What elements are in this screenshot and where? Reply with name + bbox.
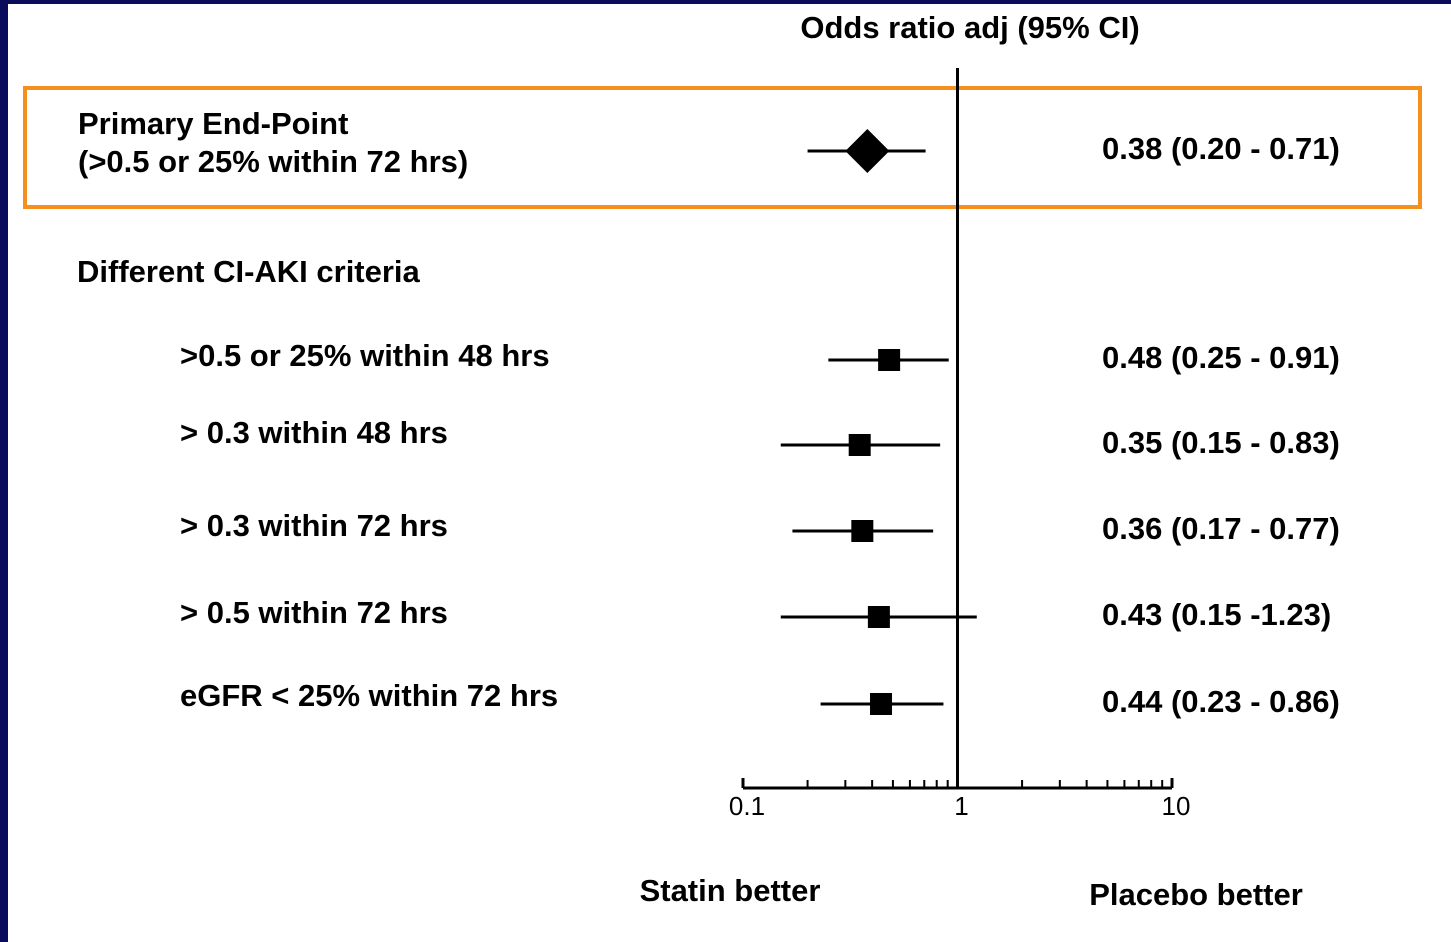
value-label: 0.35 (0.15 - 0.83): [1102, 425, 1340, 460]
group-label: Different CI-AKI criteria: [77, 254, 421, 289]
x-tick-label: 0.1: [729, 791, 765, 821]
annotation: Placebo better: [1089, 877, 1303, 912]
value-label: 0.44 (0.23 - 0.86): [1102, 684, 1340, 719]
point-estimate: [848, 434, 871, 456]
row-label: (>0.5 or 25% within 72 hrs): [78, 144, 468, 179]
x-tick-label: 10: [1162, 791, 1191, 821]
row-label: Primary End-Point: [78, 106, 348, 141]
row-label: > 0.3 within 72 hrs: [180, 508, 448, 543]
point-estimate: [867, 606, 890, 628]
value-label: 0.38 (0.20 - 0.71): [1102, 131, 1340, 166]
annotation: Statin better: [640, 873, 821, 908]
row-label: eGFR < 25% within 72 hrs: [180, 678, 558, 713]
value-label: 0.36 (0.17 - 0.77): [1102, 511, 1340, 546]
point-estimate: [845, 129, 890, 173]
point-estimate: [878, 349, 901, 371]
point-estimate: [851, 520, 874, 542]
x-tick-label: 1: [954, 791, 968, 821]
chart: Odds ratio adj (95% CI) Different CI-AKI…: [8, 4, 1451, 942]
chart-title: Odds ratio adj (95% CI): [800, 10, 1139, 45]
point-estimate: [870, 693, 893, 715]
row-label: > 0.3 within 48 hrs: [180, 415, 448, 450]
value-label: 0.48 (0.25 - 0.91): [1102, 340, 1340, 375]
highlight-box: [23, 86, 1422, 209]
row-label: > 0.5 within 72 hrs: [180, 595, 448, 630]
row-label: >0.5 or 25% within 48 hrs: [180, 338, 550, 373]
value-label: 0.43 (0.15 -1.23): [1102, 597, 1331, 632]
